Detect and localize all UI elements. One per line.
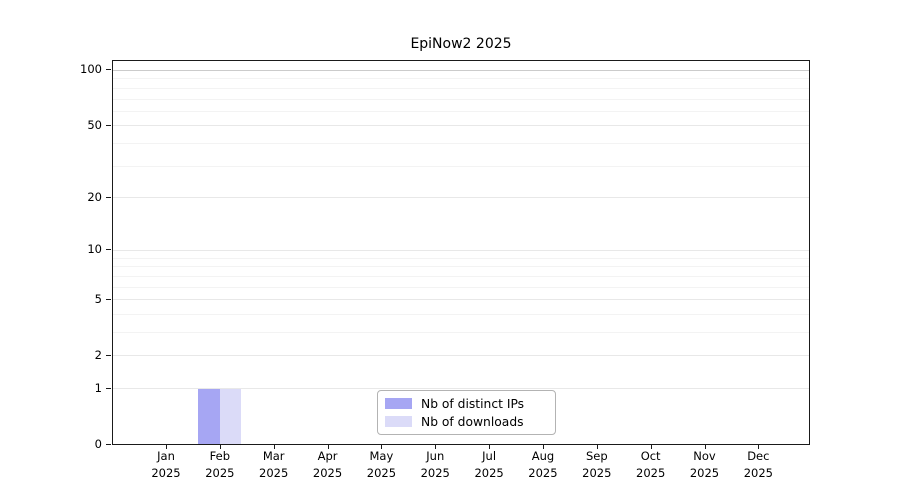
y-tick-mark	[106, 124, 111, 126]
gridline-minor	[113, 165, 809, 167]
gridline-minor	[113, 78, 809, 80]
y-tick-mark	[106, 444, 111, 445]
x-tick-month: May	[369, 449, 394, 463]
x-tick-year: 2025	[366, 466, 397, 480]
bar-downloads	[219, 389, 242, 445]
legend-label: Nb of downloads	[421, 414, 524, 429]
gridline-major	[113, 69, 809, 71]
gridline-major	[113, 125, 809, 127]
x-tick-month: Feb	[209, 449, 231, 463]
x-tick-mark	[327, 445, 329, 449]
x-tick-label: Mar 2025	[242, 448, 306, 482]
x-tick-label: Oct 2025	[619, 448, 683, 482]
x-tick-year: 2025	[474, 466, 504, 480]
legend-label: Nb of distinct IPs	[421, 396, 525, 411]
x-tick-year: 2025	[259, 466, 289, 480]
x-tick-mark	[650, 445, 652, 449]
legend-swatch-distinct_ips	[385, 398, 412, 409]
x-tick-label: Aug 2025	[511, 448, 575, 482]
gridline-minor	[113, 257, 809, 259]
gridline-minor	[113, 98, 809, 100]
x-tick-label: Nov 2025	[673, 448, 737, 482]
legend-item: Nb of distinct IPs	[385, 397, 548, 411]
x-tick-year: 2025	[312, 466, 343, 480]
x-tick-month: Sep	[585, 449, 608, 463]
x-tick-mark	[219, 445, 221, 449]
bar-distinct-ips	[198, 389, 220, 445]
x-tick-label: Sep 2025	[565, 448, 629, 482]
gridline-minor	[113, 87, 809, 89]
gridline-major	[113, 299, 809, 301]
x-tick-year: 2025	[743, 466, 773, 480]
x-tick-year: 2025	[205, 466, 235, 480]
x-tick-year: 2025	[151, 466, 181, 480]
x-tick-label: Feb 2025	[188, 448, 252, 482]
gridline-minor	[113, 275, 809, 277]
y-tick-label: 20	[87, 189, 102, 204]
gridline-major	[113, 355, 809, 357]
y-tick-mark	[106, 298, 111, 300]
x-tick-mark	[435, 445, 437, 449]
legend-item: Nb of downloads	[385, 415, 548, 429]
x-tick-year: 2025	[689, 466, 720, 480]
y-tick-mark	[106, 69, 111, 71]
x-tick-month: Mar	[262, 449, 285, 463]
x-tick-label: Jan 2025	[134, 448, 198, 482]
y-tick-label: 10	[87, 242, 102, 257]
y-tick-mark	[106, 196, 111, 198]
y-tick-label: 50	[87, 117, 102, 132]
chart-title: EpiNow2 2025	[410, 36, 512, 52]
gridline-major	[113, 197, 809, 199]
x-tick-mark	[704, 445, 706, 449]
y-tick-label: 0	[94, 437, 102, 451]
x-tick-mark	[166, 445, 167, 449]
x-tick-mark	[758, 445, 760, 449]
gridline-minor	[113, 266, 809, 268]
x-tick-month: Dec	[747, 449, 770, 463]
legend-swatch-downloads	[385, 416, 412, 427]
x-tick-month: Jan	[157, 449, 175, 463]
y-tick-label: 1	[94, 380, 102, 395]
x-tick-label: Jun 2025	[403, 448, 467, 482]
x-tick-year: 2025	[636, 466, 666, 480]
x-tick-label: Dec 2025	[726, 448, 790, 482]
gridline-minor	[113, 286, 809, 288]
x-tick-mark	[273, 445, 275, 449]
x-tick-label: May 2025	[349, 448, 413, 482]
plot-area	[112, 60, 810, 445]
x-tick-year: 2025	[528, 466, 558, 480]
y-tick-mark	[106, 354, 111, 356]
x-tick-mark	[596, 445, 598, 449]
gridline-minor	[113, 313, 809, 315]
gridline-minor	[113, 332, 809, 333]
y-tick-label: 5	[94, 291, 102, 306]
legend: Nb of distinct IPs Nb of downloads	[377, 390, 556, 435]
gridline-minor	[113, 110, 809, 112]
x-tick-month: Oct	[640, 449, 661, 463]
x-tick-label: Apr 2025	[296, 448, 360, 482]
y-tick-mark	[106, 249, 111, 251]
x-tick-month: Nov	[693, 449, 716, 463]
x-tick-label: Jul 2025	[457, 448, 521, 482]
x-tick-month: Jun	[426, 449, 445, 463]
x-tick-month: Apr	[317, 449, 338, 463]
x-tick-mark	[542, 445, 544, 449]
x-tick-year: 2025	[582, 466, 612, 480]
gridline-major	[113, 249, 809, 251]
x-tick-month: Jul	[482, 449, 497, 463]
gridline-minor	[113, 143, 809, 145]
x-tick-mark	[381, 445, 383, 449]
x-tick-mark	[489, 445, 491, 449]
y-tick-label: 2	[94, 347, 102, 362]
y-tick-label: 100	[80, 62, 102, 77]
gridline-major	[113, 388, 809, 390]
y-tick-mark	[106, 387, 111, 389]
x-tick-month: Aug	[531, 449, 555, 463]
x-tick-year: 2025	[420, 466, 450, 480]
